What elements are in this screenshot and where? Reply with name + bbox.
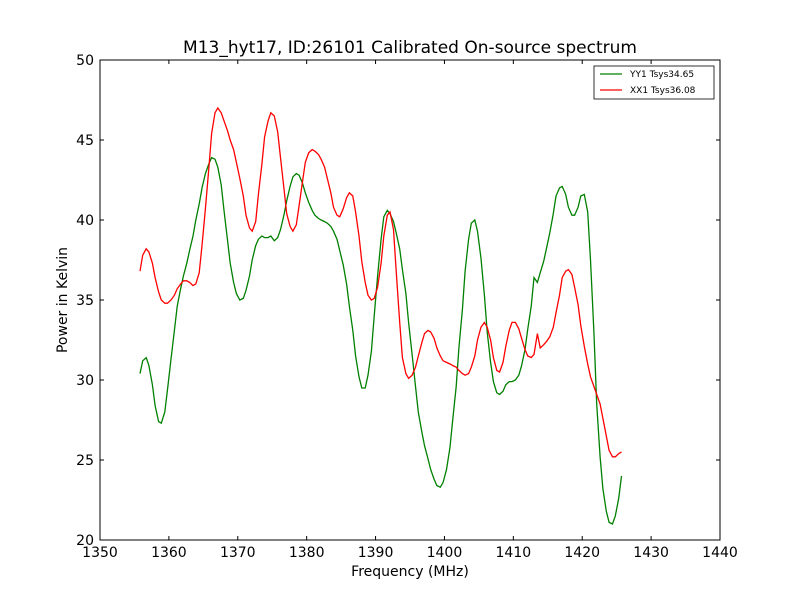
y-tick-label-3: 35	[76, 293, 94, 309]
legend-label-0: YY1 Tsys34.65	[629, 70, 694, 80]
x-tick-label-0: 1350	[82, 545, 118, 561]
y-tick-label-5: 45	[76, 133, 94, 149]
series-line-0	[139, 156, 623, 525]
y-tick-label-6: 50	[76, 53, 94, 69]
x-axis: 1350 1360 1370 1380 1390 1400 1410 1420 1430 1440	[82, 60, 738, 561]
x-axis-label: Frequency (MHz)	[351, 564, 469, 580]
legend: YY1 Tsys34.65 XX1 Tsys36.08	[593, 65, 715, 100]
x-tick-label-3: 1380	[289, 545, 325, 561]
x-tick-label-5: 1400	[427, 545, 463, 561]
x-tick-label-6: 1410	[496, 545, 532, 561]
series-layer	[139, 106, 623, 525]
legend-box	[593, 65, 715, 100]
y-axis: 20 25 30 35 40 45 50	[76, 53, 720, 549]
y-tick-label-0: 20	[76, 533, 94, 549]
x-tick-label-9: 1440	[702, 545, 738, 561]
y-tick-label-2: 30	[76, 373, 94, 389]
x-tick-label-1: 1360	[151, 545, 187, 561]
y-tick-label-1: 25	[76, 453, 94, 469]
x-tick-label-4: 1390	[358, 545, 394, 561]
y-tick-label-4: 40	[76, 213, 94, 229]
chart-title: M13_hyt17, ID:26101 Calibrated On-source…	[183, 38, 637, 58]
legend-label-1: XX1 Tsys36.08	[630, 86, 696, 96]
x-tick-label-8: 1430	[633, 545, 669, 561]
x-tick-label-2: 1370	[220, 545, 256, 561]
x-tick-label-7: 1420	[564, 545, 600, 561]
y-axis-label: Power in Kelvin	[55, 247, 71, 353]
series-line-1	[139, 106, 622, 458]
